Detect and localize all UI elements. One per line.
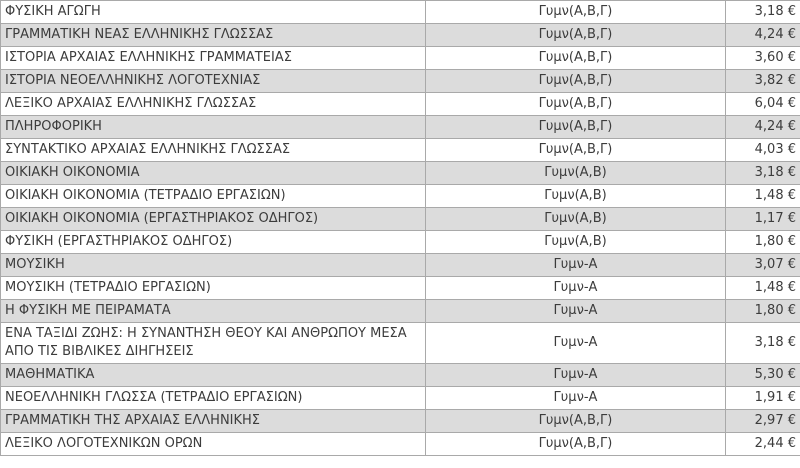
table-row: ΟΙΚΙΑΚΗ ΟΙΚΟΝΟΜΙΑ (ΤΕΤΡΑΔΙΟ ΕΡΓΑΣΙΩΝ) Γυμ… (0, 184, 800, 208)
class-level-cell: Γυμν(Α,Β,Γ) (425, 92, 726, 116)
table-row: ΟΙΚΙΑΚΗ ΟΙΚΟΝΟΜΙΑ Γυμν(Α,Β) 3,18 € (0, 161, 800, 185)
price-cell: 1,17 € (725, 207, 800, 231)
price-cell: 1,48 € (725, 184, 800, 208)
book-title-cell: ΓΡΑΜΜΑΤΙΚΗ ΝΕΑΣ ΕΛΛΗΝΙΚΗΣ ΓΛΩΣΣΑΣ (0, 23, 426, 47)
price-cell: 1,80 € (725, 299, 800, 323)
class-level-cell: Γυμν(Α,Β,Γ) (425, 0, 726, 24)
table-row: ΦΥΣΙΚΗ (ΕΡΓΑΣΤΗΡΙΑΚΟΣ ΟΔΗΓΟΣ) Γυμν(Α,Β) 1,… (0, 230, 800, 254)
book-title-cell: ΛΕΞΙΚΟ ΑΡΧΑΙΑΣ ΕΛΛΗΝΙΚΗΣ ΓΛΩΣΣΑΣ (0, 92, 426, 116)
class-level-cell: Γυμν(Α,Β,Γ) (425, 46, 726, 70)
table-row: ΟΙΚΙΑΚΗ ΟΙΚΟΝΟΜΙΑ (ΕΡΓΑΣΤΗΡΙΑΚΟΣ ΟΔΗΓΟΣ)… (0, 207, 800, 231)
price-cell: 4,03 € (725, 138, 800, 162)
class-level-cell: Γυμν(Α,Β,Γ) (425, 115, 726, 139)
class-level-cell: Γυμν(Α,Β) (425, 230, 726, 254)
class-level-cell: Γυμν-Α (425, 363, 726, 387)
table-row: ΙΣΤΟΡΙΑ ΑΡΧΑΙΑΣ ΕΛΛΗΝΙΚΗΣ ΓΡΑΜΜΑΤΕΙΑΣ Γυμ… (0, 46, 800, 70)
price-cell: 3,60 € (725, 46, 800, 70)
price-cell: 1,48 € (725, 276, 800, 300)
table-row: ΓΡΑΜΜΑΤΙΚΗ ΝΕΑΣ ΕΛΛΗΝΙΚΗΣ ΓΛΩΣΣΑΣ Γυμν(Α,… (0, 23, 800, 47)
textbook-price-table-body: ΦΥΣΙΚΗ ΑΓΩΓΗ Γυμν(Α,Β,Γ) 3,18 € ΓΡΑΜΜΑΤΙΚΗ … (0, 0, 800, 456)
class-level-cell: Γυμν(Α,Β) (425, 184, 726, 208)
class-level-cell: Γυμν(Α,Β,Γ) (425, 138, 726, 162)
book-title-cell: ΣΥΝΤΑΚΤΙΚΟ ΑΡΧΑΙΑΣ ΕΛΛΗΝΙΚΗΣ ΓΛΩΣΣΑΣ (0, 138, 426, 162)
price-cell: 6,04 € (725, 92, 800, 116)
class-level-cell: Γυμν-Α (425, 322, 726, 364)
class-level-cell: Γυμν(Α,Β,Γ) (425, 23, 726, 47)
book-title-cell: ΛΕΞΙΚΟ ΛΟΓΟΤΕΧΝΙΚΩΝ ΟΡΩΝ (0, 432, 426, 456)
table-row: ΛΕΞΙΚΟ ΛΟΓΟΤΕΧΝΙΚΩΝ ΟΡΩΝ Γυμν(Α,Β,Γ) 2,44 … (0, 432, 800, 456)
price-cell: 4,24 € (725, 115, 800, 139)
book-title-cell: ΙΣΤΟΡΙΑ ΝΕΟΕΛΛΗΝΙΚΗΣ ΛΟΓΟΤΕΧΝΙΑΣ (0, 69, 426, 93)
table-row: ΜΟΥΣΙΚΗ (ΤΕΤΡΑΔΙΟ ΕΡΓΑΣΙΩΝ) Γυμν-Α 1,48 € (0, 276, 800, 300)
table-row: ΜΟΥΣΙΚΗ Γυμν-Α 3,07 € (0, 253, 800, 277)
class-level-cell: Γυμν(Α,Β,Γ) (425, 432, 726, 456)
table-row: ΜΑΘΗΜΑΤΙΚΑ Γυμν-Α 5,30 € (0, 363, 800, 387)
class-level-cell: Γυμν-Α (425, 276, 726, 300)
table-row: ΕΝΑ ΤΑΞΙΔΙ ΖΩΗΣ: Η ΣΥΝΑΝΤΗΣΗ ΘΕΟΥ ΚΑΙ ΑΝ… (0, 322, 800, 364)
class-level-cell: Γυμν-Α (425, 253, 726, 277)
class-level-cell: Γυμν-Α (425, 386, 726, 410)
table-row: Η ΦΥΣΙΚΗ ΜΕ ΠΕΙΡΑΜΑΤΑ Γυμν-Α 1,80 € (0, 299, 800, 323)
class-level-cell: Γυμν(Α,Β,Γ) (425, 409, 726, 433)
price-cell: 3,18 € (725, 322, 800, 364)
book-title-cell: ΜΟΥΣΙΚΗ (ΤΕΤΡΑΔΙΟ ΕΡΓΑΣΙΩΝ) (0, 276, 426, 300)
table-row: ΝΕΟΕΛΛΗΝΙΚΗ ΓΛΩΣΣΑ (ΤΕΤΡΑΔΙΟ ΕΡΓΑΣΙΩΝ) Γυ… (0, 386, 800, 410)
book-title-cell: ΠΛΗΡΟΦΟΡΙΚΗ (0, 115, 426, 139)
price-cell: 3,07 € (725, 253, 800, 277)
book-title-cell: ΕΝΑ ΤΑΞΙΔΙ ΖΩΗΣ: Η ΣΥΝΑΝΤΗΣΗ ΘΕΟΥ ΚΑΙ ΑΝ… (0, 322, 426, 364)
table-row: ΣΥΝΤΑΚΤΙΚΟ ΑΡΧΑΙΑΣ ΕΛΛΗΝΙΚΗΣ ΓΛΩΣΣΑΣ Γυμν… (0, 138, 800, 162)
price-cell: 2,97 € (725, 409, 800, 433)
price-cell: 5,30 € (725, 363, 800, 387)
price-cell: 3,82 € (725, 69, 800, 93)
book-title-cell: ΦΥΣΙΚΗ ΑΓΩΓΗ (0, 0, 426, 24)
price-cell: 3,18 € (725, 0, 800, 24)
book-title-cell: Η ΦΥΣΙΚΗ ΜΕ ΠΕΙΡΑΜΑΤΑ (0, 299, 426, 323)
book-title-cell: ΟΙΚΙΑΚΗ ΟΙΚΟΝΟΜΙΑ (ΤΕΤΡΑΔΙΟ ΕΡΓΑΣΙΩΝ) (0, 184, 426, 208)
price-cell: 1,91 € (725, 386, 800, 410)
book-title-cell: ΝΕΟΕΛΛΗΝΙΚΗ ΓΛΩΣΣΑ (ΤΕΤΡΑΔΙΟ ΕΡΓΑΣΙΩΝ) (0, 386, 426, 410)
book-title-cell: ΟΙΚΙΑΚΗ ΟΙΚΟΝΟΜΙΑ (ΕΡΓΑΣΤΗΡΙΑΚΟΣ ΟΔΗΓΟΣ) (0, 207, 426, 231)
class-level-cell: Γυμν(Α,Β) (425, 161, 726, 185)
book-title-cell: ΦΥΣΙΚΗ (ΕΡΓΑΣΤΗΡΙΑΚΟΣ ΟΔΗΓΟΣ) (0, 230, 426, 254)
book-title-cell: ΜΑΘΗΜΑΤΙΚΑ (0, 363, 426, 387)
book-title-cell: ΓΡΑΜΜΑΤΙΚΗ ΤΗΣ ΑΡΧΑΙΑΣ ΕΛΛΗΝΙΚΗΣ (0, 409, 426, 433)
table-row: ΙΣΤΟΡΙΑ ΝΕΟΕΛΛΗΝΙΚΗΣ ΛΟΓΟΤΕΧΝΙΑΣ Γυμν(Α,Β… (0, 69, 800, 93)
table-row: ΛΕΞΙΚΟ ΑΡΧΑΙΑΣ ΕΛΛΗΝΙΚΗΣ ΓΛΩΣΣΑΣ Γυμν(Α,Β… (0, 92, 800, 116)
book-title-cell: ΟΙΚΙΑΚΗ ΟΙΚΟΝΟΜΙΑ (0, 161, 426, 185)
table-row: ΠΛΗΡΟΦΟΡΙΚΗ Γυμν(Α,Β,Γ) 4,24 € (0, 115, 800, 139)
textbook-price-table: ΦΥΣΙΚΗ ΑΓΩΓΗ Γυμν(Α,Β,Γ) 3,18 € ΓΡΑΜΜΑΤΙΚΗ … (0, 0, 800, 456)
class-level-cell: Γυμν(Α,Β,Γ) (425, 69, 726, 93)
book-title-cell: ΙΣΤΟΡΙΑ ΑΡΧΑΙΑΣ ΕΛΛΗΝΙΚΗΣ ΓΡΑΜΜΑΤΕΙΑΣ (0, 46, 426, 70)
price-cell: 3,18 € (725, 161, 800, 185)
class-level-cell: Γυμν-Α (425, 299, 726, 323)
book-title-cell: ΜΟΥΣΙΚΗ (0, 253, 426, 277)
price-cell: 2,44 € (725, 432, 800, 456)
price-cell: 4,24 € (725, 23, 800, 47)
table-row: ΓΡΑΜΜΑΤΙΚΗ ΤΗΣ ΑΡΧΑΙΑΣ ΕΛΛΗΝΙΚΗΣ Γυμν(Α,Β… (0, 409, 800, 433)
class-level-cell: Γυμν(Α,Β) (425, 207, 726, 231)
table-row: ΦΥΣΙΚΗ ΑΓΩΓΗ Γυμν(Α,Β,Γ) 3,18 € (0, 0, 800, 24)
price-cell: 1,80 € (725, 230, 800, 254)
